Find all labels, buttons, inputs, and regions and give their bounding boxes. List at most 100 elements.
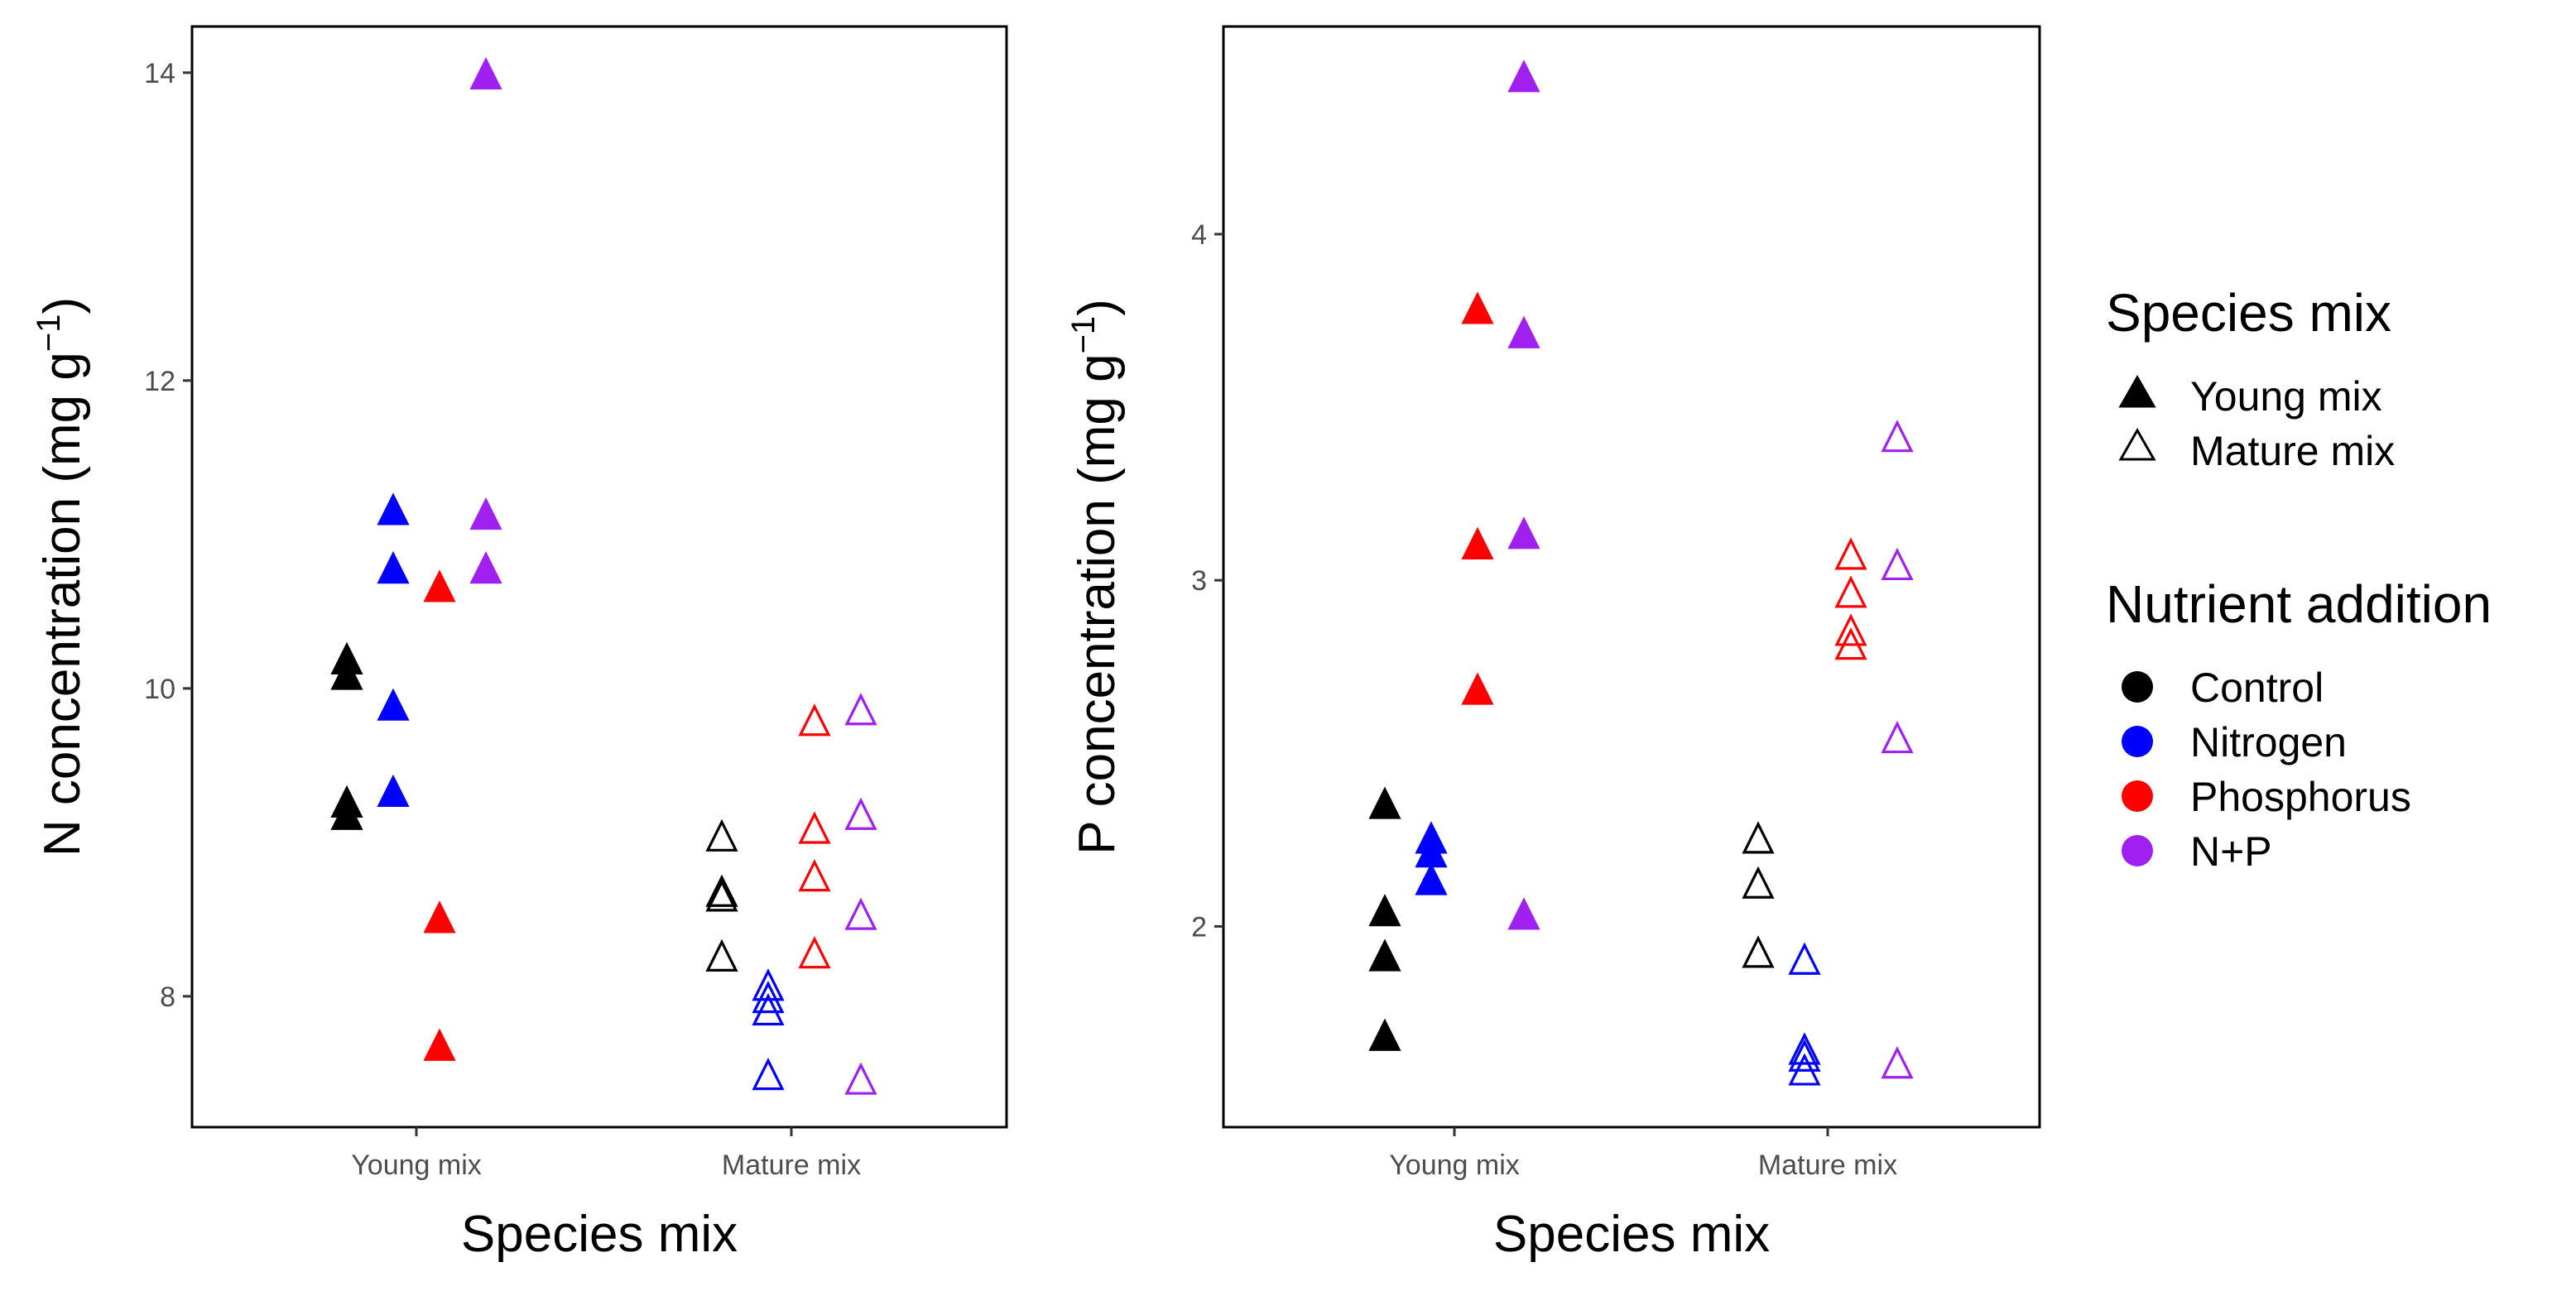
point-mature-mix-nitrogen	[752, 1058, 785, 1091]
point-young-mix-phosphorus	[423, 569, 456, 602]
point-mature-mix-n-plus-p	[1881, 720, 1914, 754]
point-mature-mix-nitrogen	[1788, 1032, 1821, 1065]
point-mature-mix-n-plus-p	[844, 1062, 877, 1095]
point-mature-mix-control	[705, 818, 738, 852]
point-young-mix-control	[1368, 938, 1401, 972]
point-young-mix-control	[1368, 1018, 1401, 1051]
point-mature-mix-nitrogen	[1788, 942, 1821, 975]
left-x-axis-title: Species mix	[461, 1206, 738, 1263]
right-plot-frame	[1222, 25, 2041, 1129]
point-young-mix-nitrogen	[377, 551, 410, 584]
right-x-axis-title: Species mix	[1493, 1206, 1770, 1263]
point-mature-mix-n-plus-p	[1881, 547, 1914, 581]
point-mature-mix-phosphorus	[1834, 537, 1867, 570]
legend: Species mix Young mix Mature mix Nutrien…	[2106, 283, 2492, 875]
left-y-axis-title-exponent: −1	[31, 314, 67, 353]
point-mature-mix-n-plus-p	[844, 797, 877, 830]
legend-label-n-plus-p: N+P	[2190, 828, 2272, 875]
point-mature-mix-control	[705, 938, 738, 972]
legend-label-phosphorus: Phosphorus	[2190, 774, 2411, 820]
legend-label-control: Control	[2190, 665, 2324, 711]
legend-dot-nitrogen-icon	[2122, 726, 2153, 757]
right-y-axis-title-close: )	[1069, 299, 1126, 316]
point-mature-mix-control	[1742, 821, 1775, 854]
legend-dot-phosphorus-icon	[2122, 780, 2153, 812]
point-young-mix-phosphorus	[1461, 672, 1494, 705]
right-y-axis: 2 3 4	[1191, 219, 1223, 943]
point-young-mix-n-plus-p	[469, 551, 502, 584]
left-y-axis-title-close: )	[34, 297, 91, 314]
point-young-mix-n-plus-p	[469, 497, 502, 530]
point-mature-mix-phosphorus	[798, 936, 831, 969]
y-tick-label: 8	[160, 981, 175, 1013]
point-young-mix-n-plus-p	[1507, 315, 1540, 348]
legend-color-title: Nutrient addition	[2106, 574, 2492, 634]
legend-dot-n-plus-p-icon	[2122, 835, 2153, 866]
filled-triangle-icon	[2118, 374, 2156, 408]
point-mature-mix-control	[705, 879, 738, 912]
legend-label-mature-mix: Mature mix	[2190, 428, 2395, 474]
right-y-axis-title-exponent: −1	[1065, 316, 1102, 354]
legend-item-nitrogen: Nitrogen	[2122, 719, 2347, 765]
legend-item-control: Control	[2122, 665, 2324, 711]
point-mature-mix-nitrogen	[752, 981, 785, 1014]
y-tick-label: 2	[1191, 911, 1207, 943]
point-mature-mix-n-plus-p	[844, 897, 877, 930]
left-plot-frame	[190, 25, 1008, 1129]
right-x-axis: Young mix Mature mix	[1389, 1127, 1897, 1181]
point-young-mix-phosphorus	[423, 1028, 456, 1061]
point-young-mix-nitrogen	[377, 774, 410, 807]
x-tick-label-mature-mix: Mature mix	[722, 1149, 861, 1181]
y-tick-label: 14	[144, 58, 175, 89]
point-mature-mix-control	[1742, 935, 1775, 968]
point-mature-mix-control	[705, 874, 738, 907]
point-young-mix-nitrogen	[377, 492, 410, 526]
left-y-axis: 8 10 12 14	[144, 58, 192, 1013]
legend-shape-title: Species mix	[2106, 283, 2391, 343]
legend-item-mature-mix: Mature mix	[2118, 427, 2395, 474]
point-mature-mix-n-plus-p	[1881, 420, 1914, 453]
point-mature-mix-phosphorus	[1834, 627, 1867, 660]
y-tick-label: 10	[144, 674, 175, 705]
legend-item-n-plus-p: N+P	[2122, 828, 2272, 875]
legend-label-young-mix: Young mix	[2190, 373, 2382, 420]
point-mature-mix-n-plus-p	[1881, 1046, 1914, 1079]
point-mature-mix-phosphorus	[798, 811, 831, 844]
point-mature-mix-nitrogen	[752, 992, 785, 1026]
x-tick-label-young-mix: Young mix	[1389, 1149, 1520, 1181]
point-young-mix-n-plus-p	[469, 56, 502, 90]
right-data-points	[1368, 60, 1914, 1086]
left-x-axis: Young mix Mature mix	[351, 1127, 861, 1181]
right-y-axis-title: P concentration (mg g−1)	[1065, 299, 1126, 855]
point-young-mix-control	[1368, 894, 1401, 927]
x-tick-label-young-mix: Young mix	[351, 1149, 482, 1181]
point-young-mix-control	[330, 657, 363, 690]
point-young-mix-n-plus-p	[1507, 897, 1540, 930]
point-young-mix-control	[330, 797, 363, 830]
x-tick-label-mature-mix: Mature mix	[1758, 1149, 1897, 1181]
point-young-mix-nitrogen	[1415, 862, 1448, 895]
point-mature-mix-nitrogen	[752, 968, 785, 1001]
point-mature-mix-n-plus-p	[844, 693, 877, 726]
point-mature-mix-phosphorus	[798, 703, 831, 737]
point-mature-mix-phosphorus	[798, 859, 831, 892]
legend-dot-control-icon	[2122, 671, 2153, 703]
right-panel-p-concentration: 2 3 4 Young mix Mature mix Species mix P co…	[1065, 25, 2041, 1263]
point-young-mix-control	[1368, 786, 1401, 819]
point-young-mix-phosphorus	[1461, 526, 1494, 559]
right-y-axis-title-main: P concentration (mg g	[1069, 353, 1126, 854]
point-young-mix-nitrogen	[377, 688, 410, 721]
legend-item-phosphorus: Phosphorus	[2122, 774, 2411, 820]
point-mature-mix-phosphorus	[1834, 575, 1867, 608]
open-triangle-icon	[2118, 427, 2156, 461]
point-mature-mix-nitrogen	[1788, 1053, 1821, 1086]
legend-item-young-mix: Young mix	[2118, 373, 2382, 420]
point-young-mix-phosphorus	[1461, 291, 1494, 324]
y-tick-label: 3	[1191, 565, 1207, 597]
y-tick-label: 12	[144, 366, 175, 397]
point-mature-mix-phosphorus	[1834, 613, 1867, 646]
point-mature-mix-nitrogen	[1788, 1039, 1821, 1072]
left-data-points	[330, 56, 877, 1095]
